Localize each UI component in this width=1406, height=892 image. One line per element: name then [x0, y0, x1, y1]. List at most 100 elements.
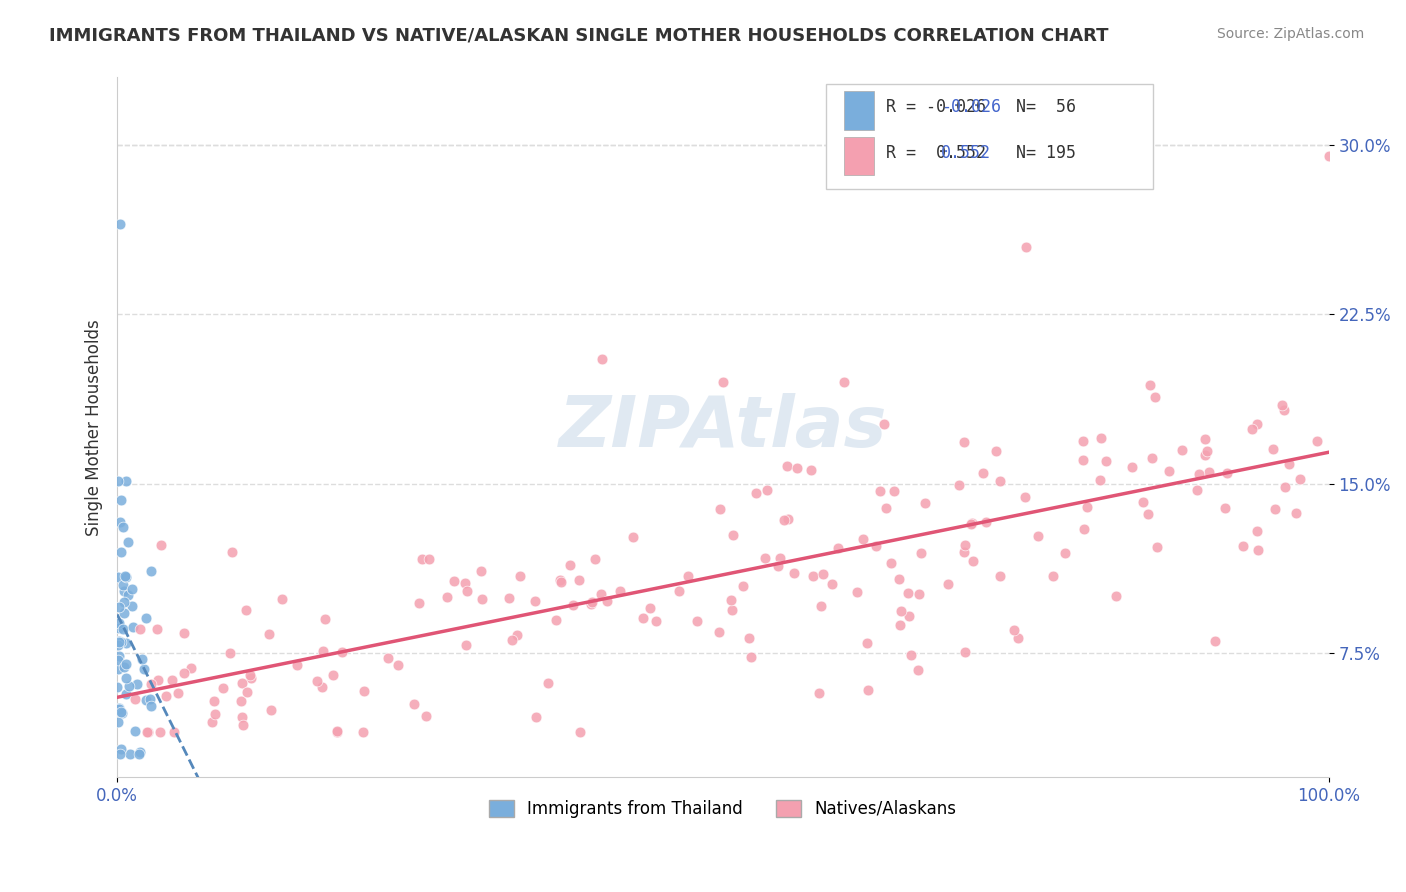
Point	[260, 703, 283, 717]
Point	[108, 217, 131, 231]
Point	[231, 676, 253, 690]
Point	[1213, 501, 1236, 516]
Point	[322, 668, 344, 682]
Point	[108, 515, 131, 529]
Point	[1042, 569, 1064, 583]
Point	[115, 636, 138, 650]
Point	[562, 598, 585, 612]
Point	[800, 463, 823, 477]
Text: IMMIGRANTS FROM THAILAND VS NATIVE/ALASKAN SINGLE MOTHER HOUSEHOLDS CORRELATION : IMMIGRANTS FROM THAILAND VS NATIVE/ALASK…	[49, 27, 1109, 45]
Text: Source: ZipAtlas.com: Source: ZipAtlas.com	[1216, 27, 1364, 41]
Point	[1195, 444, 1218, 458]
Point	[326, 724, 349, 739]
Point	[621, 530, 644, 544]
Point	[105, 680, 128, 694]
Point	[387, 657, 409, 672]
Point	[962, 554, 984, 568]
Point	[125, 677, 148, 691]
Point	[772, 513, 794, 527]
Point	[832, 375, 855, 389]
Point	[135, 724, 157, 739]
Point	[1288, 472, 1310, 486]
Point	[257, 626, 280, 640]
Point	[212, 681, 235, 695]
Point	[1170, 442, 1192, 457]
Point	[436, 590, 458, 604]
Point	[1232, 539, 1254, 553]
Point	[135, 611, 157, 625]
Point	[676, 569, 699, 583]
Point	[117, 588, 139, 602]
Point	[139, 692, 162, 706]
Point	[240, 671, 263, 685]
Point	[1263, 501, 1285, 516]
Point	[1185, 483, 1208, 497]
Point	[330, 645, 353, 659]
Point	[121, 599, 143, 614]
Point	[173, 626, 195, 640]
Point	[1002, 623, 1025, 637]
Point	[180, 661, 202, 675]
Point	[501, 633, 523, 648]
Point	[124, 723, 146, 738]
Point	[1215, 466, 1237, 480]
Point	[707, 624, 730, 639]
Point	[454, 638, 477, 652]
FancyBboxPatch shape	[844, 136, 875, 176]
Point	[107, 570, 129, 584]
Point	[721, 603, 744, 617]
Point	[112, 660, 135, 674]
Point	[988, 569, 1011, 583]
Point	[118, 747, 141, 762]
Point	[1159, 464, 1181, 478]
Point	[852, 532, 875, 546]
Point	[720, 592, 742, 607]
Text: R = -0.026   N=  56: R = -0.026 N= 56	[886, 98, 1077, 117]
Point	[110, 635, 132, 649]
Point	[129, 745, 152, 759]
Point	[131, 652, 153, 666]
Point	[550, 573, 572, 587]
Point	[686, 614, 709, 628]
Point	[1146, 541, 1168, 555]
Point	[471, 591, 494, 606]
Point	[1198, 466, 1220, 480]
Point	[505, 628, 527, 642]
Point	[709, 501, 731, 516]
Point	[1241, 422, 1264, 436]
Point	[668, 583, 690, 598]
Point	[865, 539, 887, 553]
Point	[631, 611, 654, 625]
Point	[984, 443, 1007, 458]
Point	[111, 577, 134, 591]
Point	[111, 519, 134, 533]
Point	[1144, 390, 1167, 404]
Point	[1142, 450, 1164, 465]
Point	[1278, 458, 1301, 472]
Point	[141, 676, 163, 690]
Point	[326, 723, 349, 738]
Point	[107, 474, 129, 488]
Point	[454, 576, 477, 591]
Point	[377, 651, 399, 665]
Point	[108, 747, 131, 762]
Point	[231, 709, 253, 723]
Point	[953, 538, 976, 552]
Point	[1194, 432, 1216, 446]
Point	[107, 638, 129, 652]
Point	[523, 594, 546, 608]
Point	[1139, 378, 1161, 392]
Point	[115, 474, 138, 488]
Point	[108, 600, 131, 615]
Point	[285, 658, 308, 673]
Point	[108, 649, 131, 664]
Point	[581, 595, 603, 609]
Point	[524, 710, 547, 724]
Point	[124, 691, 146, 706]
Point	[239, 668, 262, 682]
Point	[889, 572, 911, 586]
Point	[869, 483, 891, 498]
Point	[880, 556, 903, 570]
Point	[910, 546, 932, 560]
Point	[1285, 507, 1308, 521]
